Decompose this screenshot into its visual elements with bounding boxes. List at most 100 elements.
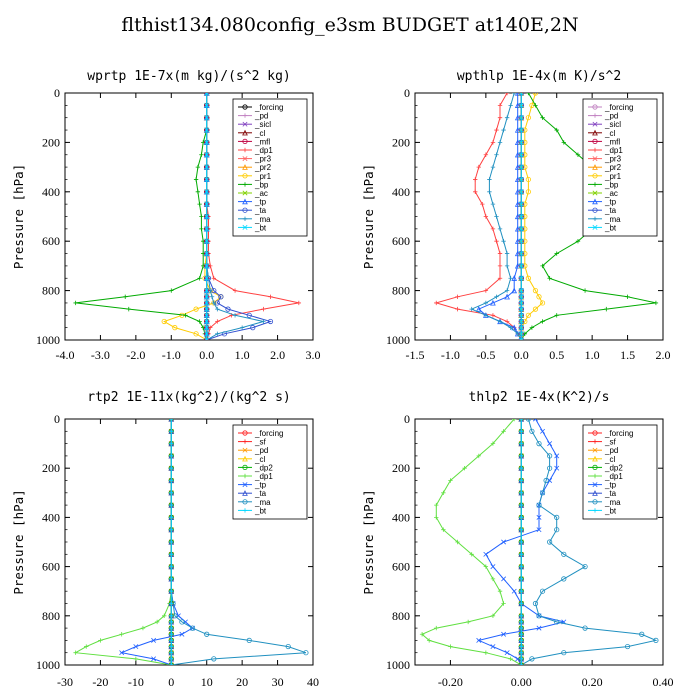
chart-panel-rtp2: rtp2 1E-11x(kg^2)/(kg^2 s) Pressure [hPa]… [11, 390, 319, 689]
legend-marker [592, 182, 598, 187]
data-point-ma [209, 294, 215, 299]
data-point-dp1 [512, 419, 517, 422]
legend-entry: _cl [604, 455, 615, 464]
legend-entry: _dp1 [254, 472, 273, 481]
data-point-bt [169, 576, 174, 582]
y-tick-label: 600 [392, 234, 410, 248]
data-point-ma [261, 319, 266, 324]
series-line-pr1 [520, 93, 544, 340]
legend-entry: _tp [604, 198, 617, 207]
data-point-bt [169, 478, 174, 483]
series-line-dp1 [73, 419, 172, 665]
data-point-bt [169, 632, 174, 637]
series-line-bp [75, 93, 208, 340]
data-point-bt [518, 201, 524, 207]
legend-marker [242, 464, 248, 471]
data-point-dp1 [441, 527, 446, 532]
legend-entry: _pr2 [254, 163, 272, 172]
data-point-dp1 [483, 152, 489, 157]
data-point-bt [169, 441, 174, 446]
data-point-tp [504, 293, 510, 300]
data-point-dp1 [501, 601, 506, 606]
legend-entry: _forcing [254, 103, 283, 112]
legend-marker [592, 499, 598, 505]
data-point-bt [518, 189, 524, 195]
y-tick-label: 0 [404, 412, 410, 426]
data-point-bt [518, 251, 524, 257]
data-point-bt [519, 527, 524, 532]
data-point-bp [604, 306, 609, 312]
panel-title: rtp2 1E-11x(kg^2)/(kg^2 s) [87, 390, 291, 405]
data-point-ma [582, 625, 588, 631]
data-point-bp [554, 127, 559, 133]
data-point-ma [215, 306, 220, 312]
x-tick-label: 1.0 [235, 348, 250, 362]
legend-entry: _ta [254, 489, 267, 498]
data-point-dp1 [483, 288, 489, 293]
legend-entry: _dp2 [254, 463, 273, 472]
x-tick-label: -1.0 [162, 348, 181, 362]
data-point-bt [518, 294, 524, 300]
data-point-pr1 [532, 93, 539, 96]
data-point-bt [169, 502, 174, 508]
data-point-ma [582, 564, 588, 570]
series-line-tp [120, 419, 194, 665]
data-point-dp1 [497, 251, 503, 256]
data-point-ma [539, 588, 546, 594]
data-point-dp1 [434, 300, 439, 306]
data-point-bt [518, 139, 524, 145]
data-point-bt [518, 312, 524, 318]
legend-marker [592, 455, 598, 462]
data-point-bt [204, 115, 210, 121]
data-point-dp1 [455, 294, 460, 299]
x-tick-label: -1.0 [441, 348, 460, 362]
data-point-bt [519, 589, 524, 594]
data-point-bt [518, 263, 524, 269]
legend-marker [592, 138, 598, 145]
data-point-dp1 [490, 140, 496, 145]
data-point-dp1 [448, 644, 453, 649]
y-tick-label: 0 [54, 86, 60, 100]
data-point-bt [204, 300, 210, 306]
legend-marker [592, 129, 598, 136]
data-point-dp1 [476, 164, 481, 170]
plot-area [73, 419, 309, 665]
legend-entry: _ac [604, 189, 618, 198]
x-tick-label: -20 [92, 675, 108, 689]
legend-entry: _mfl [254, 137, 270, 146]
data-point-ma [561, 551, 567, 557]
data-point-bt [204, 214, 210, 219]
legend-entry: _dp1 [604, 146, 623, 155]
data-point-bt [519, 625, 524, 631]
data-point-bt [518, 306, 524, 312]
x-tick-label: 20 [236, 675, 248, 689]
legend-marker [592, 156, 598, 162]
plot-area [73, 93, 302, 340]
chart-panel-thlp2: thlp2 1E-4x(K^2)/s Pressure [hPa] 0 200 400 6… [361, 390, 674, 689]
data-point-tp [511, 287, 518, 294]
data-point-bt [169, 589, 174, 594]
legend-marker [242, 129, 248, 136]
x-tick-label: 0.0 [514, 348, 529, 362]
data-point-bt [518, 318, 524, 324]
y-axis-label: Pressure [hPa] [361, 489, 376, 594]
data-point-ma [536, 440, 542, 447]
data-point-bp [193, 177, 199, 182]
x-tick-label: 0.00 [511, 675, 532, 689]
data-point-bp [547, 276, 552, 281]
legend-marker [592, 147, 598, 153]
data-point-dp1 [448, 478, 453, 483]
y-tick-label: 600 [42, 234, 60, 248]
data-point-bt [169, 419, 174, 422]
data-point-dp1 [494, 127, 499, 133]
data-point-bt [519, 576, 524, 582]
legend-marker [242, 490, 248, 496]
data-point-ma [487, 189, 492, 194]
data-point-dp1 [455, 306, 460, 312]
data-point-bp [554, 251, 559, 256]
data-point-bp [199, 226, 204, 232]
data-point-ma [483, 300, 489, 306]
legend-marker [592, 447, 598, 453]
data-point-ma [547, 453, 553, 459]
x-tick-label: 0 [168, 675, 174, 689]
